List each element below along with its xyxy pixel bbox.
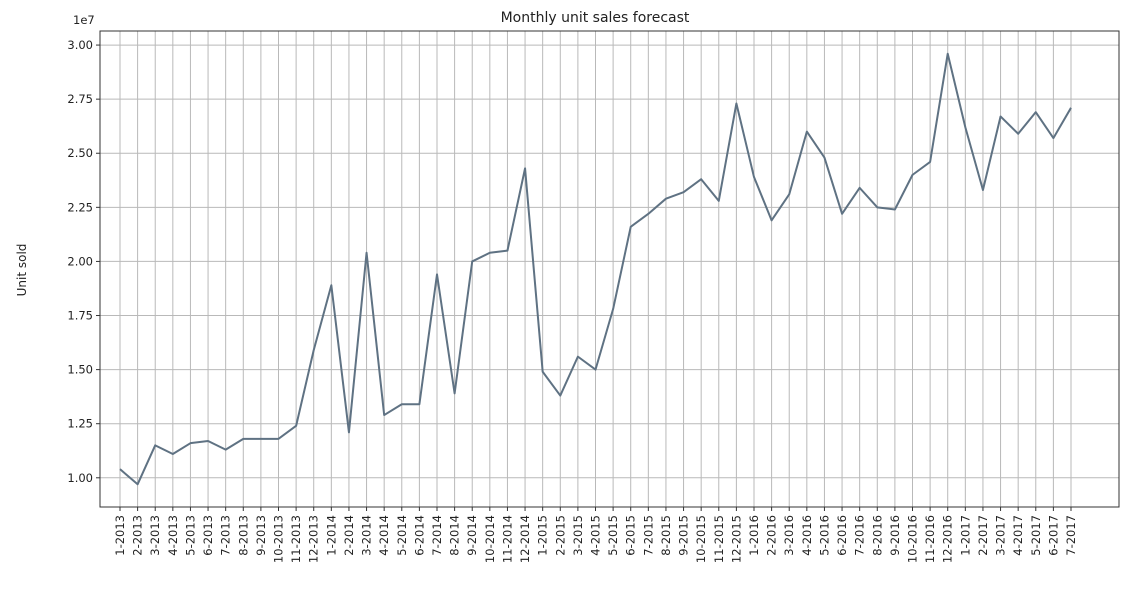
x-tick-label: 10-2015 — [694, 515, 708, 563]
x-tick-label: 9-2013 — [254, 515, 268, 556]
x-tick-label: 8-2016 — [870, 515, 884, 556]
x-tick-label: 3-2013 — [148, 515, 162, 556]
x-tick-label: 7-2014 — [430, 515, 444, 556]
x-tick-label: 11-2013 — [289, 515, 303, 563]
x-tick-label: 6-2015 — [624, 515, 638, 556]
x-tick-label: 5-2013 — [183, 515, 197, 556]
x-tick-label: 12-2013 — [307, 515, 321, 563]
x-tick-label: 1-2017 — [958, 515, 972, 556]
plot-area-frame — [100, 31, 1119, 507]
y-tick-label: 2.50 — [67, 146, 93, 160]
y-tick-label: 1.00 — [67, 471, 93, 485]
x-tick-label: 10-2014 — [483, 515, 497, 563]
x-tick-label: 4-2016 — [800, 515, 814, 556]
x-tick-label: 11-2014 — [500, 515, 514, 563]
x-tick-label: 4-2015 — [589, 515, 603, 556]
x-tick-label: 2-2017 — [976, 515, 990, 556]
x-tick-label: 8-2015 — [659, 515, 673, 556]
y-tick-label: 2.00 — [67, 254, 93, 268]
x-tick-label: 6-2016 — [835, 515, 849, 556]
x-tick-label: 6-2014 — [412, 515, 426, 556]
x-tick-label: 10-2013 — [272, 515, 286, 563]
x-tick-label: 10-2016 — [906, 515, 920, 563]
x-tick-label: 2-2014 — [342, 515, 356, 556]
x-tick-label: 11-2015 — [712, 515, 726, 563]
grid-layer — [100, 31, 1119, 507]
x-tick-label: 9-2015 — [677, 515, 691, 556]
x-tick-label: 8-2014 — [448, 515, 462, 556]
y-axis-ticks: 1.00 1.25 1.50 1.75 2.00 2.25 2.50 2.75 3.00 — [67, 38, 100, 485]
y-tick-label: 1.75 — [67, 309, 93, 323]
x-tick-label: 2-2013 — [131, 515, 145, 556]
y-tick-label: 1.25 — [67, 417, 93, 431]
x-tick-label: 1-2013 — [113, 515, 127, 556]
x-tick-label: 7-2013 — [219, 515, 233, 556]
x-tick-label: 12-2016 — [941, 515, 955, 563]
x-tick-label: 5-2017 — [1029, 515, 1043, 556]
x-tick-label: 6-2013 — [201, 515, 215, 556]
x-tick-label: 1-2015 — [536, 515, 550, 556]
x-tick-label: 9-2016 — [888, 515, 902, 556]
x-tick-label: 4-2017 — [1011, 515, 1025, 556]
x-tick-label: 5-2016 — [817, 515, 831, 556]
y-tick-label: 2.75 — [67, 92, 93, 106]
x-tick-label: 3-2014 — [360, 515, 374, 556]
x-tick-label: 3-2017 — [994, 515, 1008, 556]
y-axis-offset-label: 1e7 — [73, 13, 95, 27]
x-tick-label: 9-2014 — [465, 515, 479, 556]
x-tick-label: 4-2014 — [377, 515, 391, 556]
x-tick-label: 2-2016 — [765, 515, 779, 556]
x-tick-label: 12-2014 — [518, 515, 532, 563]
x-tick-label: 7-2015 — [641, 515, 655, 556]
chart-title: Monthly unit sales forecast — [501, 10, 690, 26]
x-tick-label: 6-2017 — [1046, 515, 1060, 556]
y-tick-label: 3.00 — [67, 38, 93, 52]
y-axis-label: Unit sold — [15, 244, 29, 297]
x-tick-label: 5-2015 — [606, 515, 620, 556]
x-tick-label: 4-2013 — [166, 515, 180, 556]
y-tick-label: 1.50 — [67, 363, 93, 377]
x-tick-label: 7-2016 — [853, 515, 867, 556]
x-tick-label: 7-2017 — [1064, 515, 1078, 556]
x-tick-label: 3-2016 — [782, 515, 796, 556]
x-tick-label: 1-2014 — [324, 515, 338, 556]
x-tick-label: 12-2015 — [729, 515, 743, 563]
x-tick-label: 3-2015 — [571, 515, 585, 556]
x-tick-label: 1-2016 — [747, 515, 761, 556]
x-tick-label: 8-2013 — [236, 515, 250, 556]
x-tick-label: 2-2015 — [553, 515, 567, 556]
x-tick-label: 5-2014 — [395, 515, 409, 556]
y-tick-label: 2.25 — [67, 200, 93, 214]
x-tick-label: 11-2016 — [923, 515, 937, 563]
